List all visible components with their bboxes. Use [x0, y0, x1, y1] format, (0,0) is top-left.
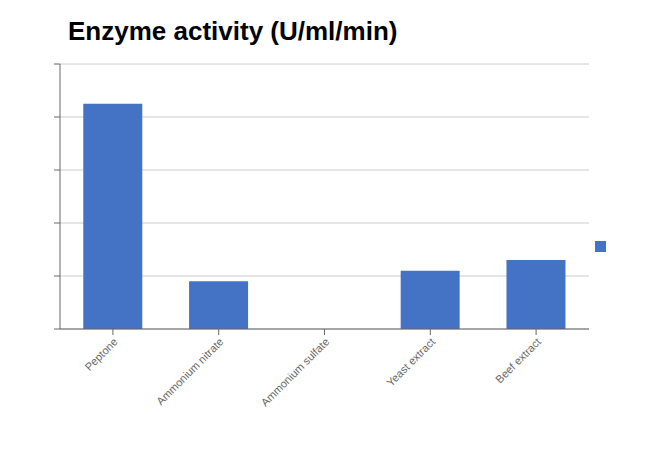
html-text:Enzyme activity (U/ml/min): Enzyme activity (U/ml/min)	[68, 16, 398, 46]
svg-text:Peptone: Peptone	[82, 335, 119, 372]
svg-text:Beef extract: Beef extract	[493, 335, 543, 385]
svg-text:Ammonium nitrate: Ammonium nitrate	[154, 335, 226, 407]
svg-text:Ammonium sulfate: Ammonium sulfate	[259, 335, 332, 408]
svg-text:Yeast extract: Yeast extract	[384, 335, 437, 388]
